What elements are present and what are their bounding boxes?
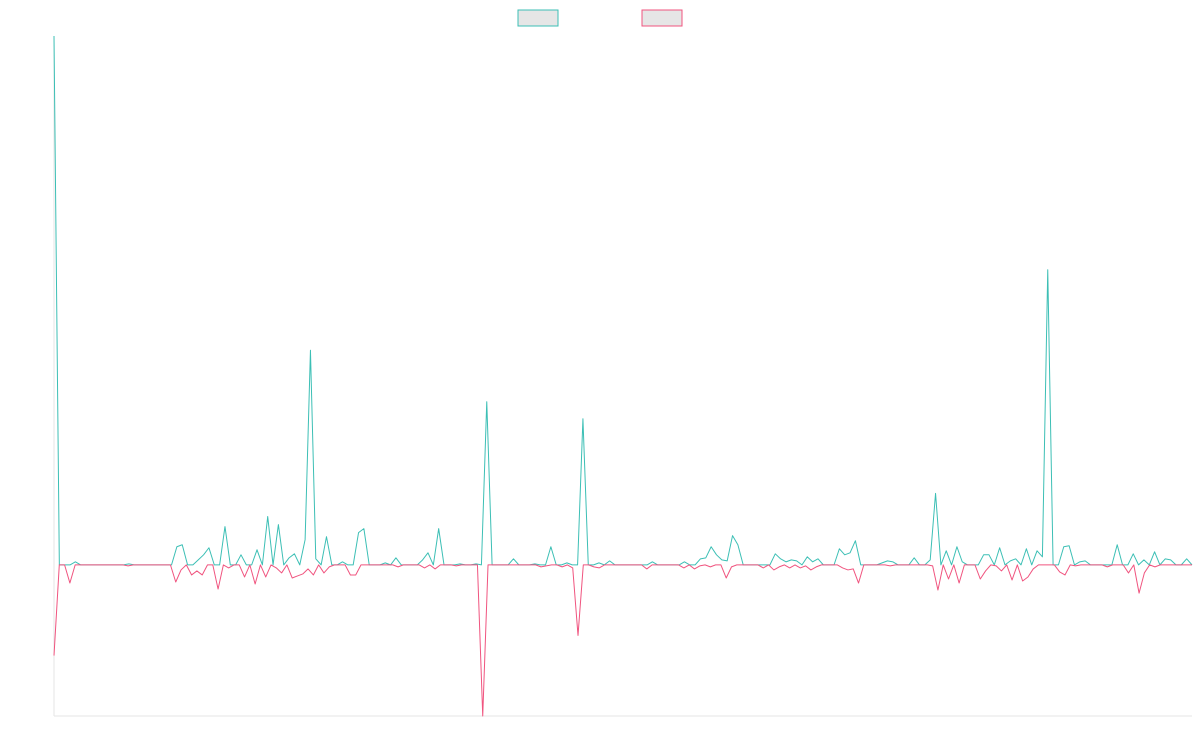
legend-swatch-2[interactable] [641, 9, 683, 27]
legend [517, 9, 683, 27]
series-line-2 [53, 564, 1192, 717]
series-line-1 [53, 35, 1193, 566]
series-layer [53, 35, 1193, 717]
legend-swatch-1[interactable] [517, 9, 559, 27]
